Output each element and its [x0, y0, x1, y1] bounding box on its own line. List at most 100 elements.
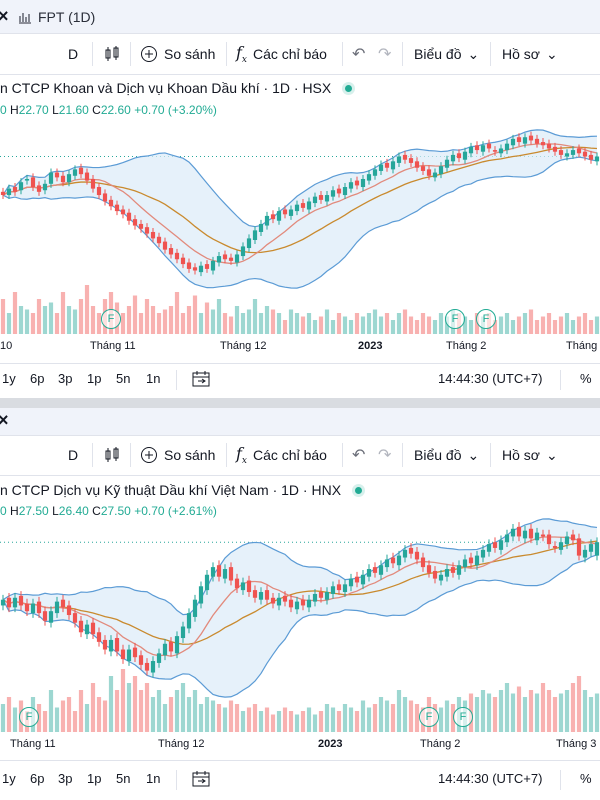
- undo-icon[interactable]: ↶: [352, 46, 366, 63]
- chart-type-menu[interactable]: Biểu đồ ⌄: [414, 34, 479, 74]
- volume-bar: [282, 707, 288, 732]
- range-6m[interactable]: 6p: [30, 371, 45, 386]
- volume-bar: [540, 683, 546, 732]
- candle-body: [108, 199, 114, 207]
- volume-bar: [336, 711, 342, 732]
- range-1d[interactable]: 1n: [146, 371, 161, 386]
- volume-bar: [288, 309, 294, 334]
- chevron-down-icon: ⌄: [467, 446, 480, 463]
- bollinger-band-fill: [3, 129, 597, 289]
- range-1d[interactable]: 1n: [146, 771, 161, 786]
- chevron-down-icon: ⌄: [467, 45, 480, 62]
- interval-button[interactable]: D: [68, 447, 79, 463]
- goto-date-icon[interactable]: [192, 770, 210, 791]
- profile-label: Hồ sơ: [502, 46, 540, 62]
- volume-bar: [270, 309, 276, 334]
- candle-body: [180, 626, 186, 639]
- candle-body: [480, 549, 486, 558]
- candle-body: [24, 603, 30, 612]
- volume-bar: [594, 316, 600, 334]
- chart-type-label: Biểu đồ: [414, 46, 462, 62]
- volume-bar: [192, 295, 198, 334]
- dividend-marker[interactable]: F: [476, 309, 496, 329]
- compare-button[interactable]: So sánh: [140, 435, 215, 475]
- range-1y[interactable]: 1y: [2, 371, 16, 386]
- dividend-marker[interactable]: F: [19, 707, 39, 727]
- volume-bar: [312, 714, 318, 732]
- dividend-marker[interactable]: F: [419, 707, 439, 727]
- volume-bar: [60, 700, 66, 732]
- candle-body: [0, 191, 6, 196]
- chart-type-menu[interactable]: Biểu đồ ⌄: [414, 435, 479, 475]
- price-chart[interactable]: [0, 496, 600, 736]
- undo-icon[interactable]: ↶: [352, 447, 366, 464]
- candle-body: [414, 551, 420, 560]
- indicators-button[interactable]: fx Các chỉ báo: [236, 435, 327, 475]
- chart-panel-top: × FPT (1D) D So sánh fx Các chỉ báo ↶ ↷ …: [0, 0, 600, 398]
- dividend-marker[interactable]: F: [101, 309, 121, 329]
- candle-body: [552, 546, 558, 548]
- candle-body: [180, 257, 186, 265]
- time-axis-label: 2023: [318, 738, 343, 750]
- range-3m[interactable]: 3p: [58, 771, 73, 786]
- volume-bar: [222, 707, 228, 732]
- volume-bar: [216, 704, 222, 732]
- redo-icon[interactable]: ↷: [378, 46, 392, 63]
- percent-toggle[interactable]: %: [580, 771, 592, 786]
- candle-body: [576, 148, 582, 154]
- volume-bar: [498, 316, 504, 334]
- range-1m[interactable]: 1p: [87, 771, 102, 786]
- candle-body: [498, 540, 504, 550]
- compare-button[interactable]: So sánh: [140, 34, 215, 74]
- profile-menu[interactable]: Hồ sơ ⌄: [502, 34, 558, 74]
- close-icon[interactable]: ×: [0, 6, 9, 26]
- goto-date-icon[interactable]: [192, 370, 210, 391]
- dividend-marker[interactable]: F: [445, 309, 465, 329]
- candle-body: [126, 649, 132, 662]
- candle-type-icon[interactable]: [104, 435, 120, 475]
- volume-bar: [78, 690, 84, 732]
- redo-icon[interactable]: ↷: [378, 447, 392, 464]
- volume-bar: [354, 313, 360, 334]
- candle-type-icon[interactable]: [104, 34, 120, 74]
- candle-body: [162, 643, 168, 656]
- range-5d[interactable]: 5n: [116, 371, 131, 386]
- range-5d[interactable]: 5n: [116, 771, 131, 786]
- dividend-marker[interactable]: F: [453, 707, 473, 727]
- candle-body: [342, 187, 348, 196]
- volume-bar: [186, 697, 192, 732]
- tab-fpt[interactable]: FPT (1D): [18, 6, 95, 28]
- clock[interactable]: 14:44:30 (UTC+7): [438, 771, 543, 786]
- candle-body: [24, 178, 30, 181]
- price-chart[interactable]: [0, 116, 600, 334]
- volume-bar: [222, 313, 228, 334]
- time-axis-label: Tháng 12: [158, 738, 205, 750]
- candle-body: [132, 219, 138, 226]
- volume-bar: [198, 313, 204, 334]
- time-axis: 10 Tháng 11 Tháng 12 2023 Tháng 2 Tháng: [0, 336, 600, 360]
- profile-menu[interactable]: Hồ sơ ⌄: [502, 435, 558, 475]
- volume-bar: [42, 306, 48, 334]
- candle-body: [102, 193, 108, 202]
- volume-bar: [78, 299, 84, 334]
- chevron-down-icon: ⌄: [545, 446, 558, 463]
- candle-body: [246, 238, 252, 249]
- volume-bar: [528, 309, 534, 334]
- range-1y[interactable]: 1y: [2, 771, 16, 786]
- volume-bar: [204, 302, 210, 334]
- candle-body: [534, 532, 540, 541]
- clock[interactable]: 14:44:30 (UTC+7): [438, 371, 543, 386]
- candle-body: [474, 145, 480, 151]
- range-1m[interactable]: 1p: [87, 371, 102, 386]
- close-icon[interactable]: ×: [0, 410, 9, 430]
- candle-body: [234, 254, 240, 263]
- interval-button[interactable]: D: [68, 46, 79, 62]
- volume-bar: [276, 313, 282, 334]
- candle-body: [12, 597, 18, 608]
- percent-toggle[interactable]: %: [580, 371, 592, 386]
- range-3m[interactable]: 3p: [58, 371, 73, 386]
- candle-body: [168, 641, 174, 652]
- candle-body: [66, 605, 72, 616]
- range-6m[interactable]: 6p: [30, 771, 45, 786]
- indicators-button[interactable]: fx Các chỉ báo: [236, 34, 327, 74]
